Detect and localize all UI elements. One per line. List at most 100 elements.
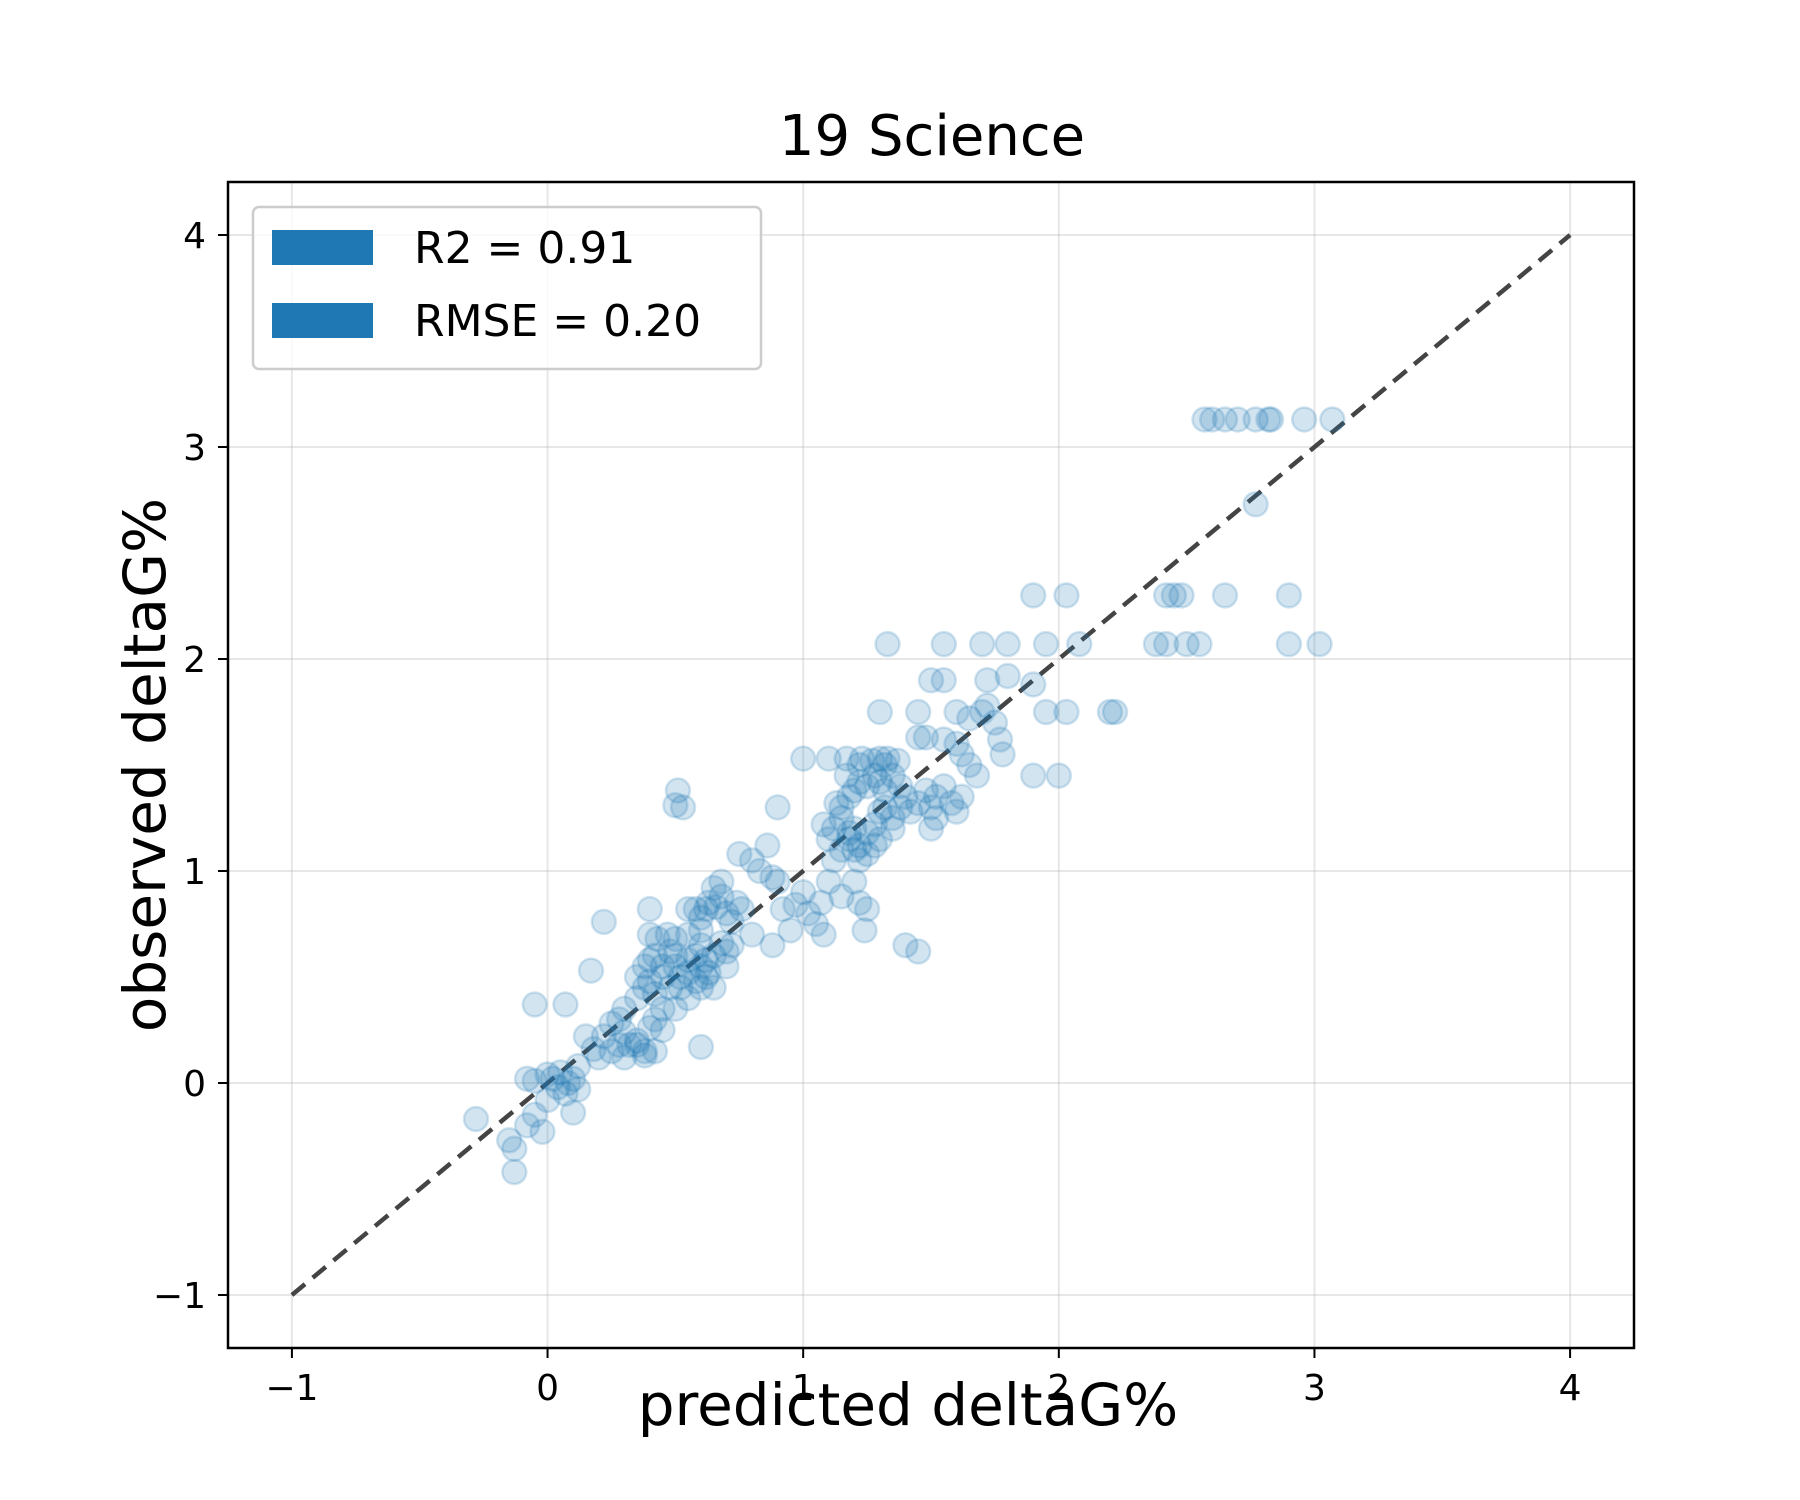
- data-point: [1032, 630, 1060, 658]
- data-point: [552, 1080, 579, 1107]
- data-point: [513, 1065, 541, 1093]
- data-point: [1275, 630, 1303, 658]
- data-point: [605, 1031, 633, 1059]
- data-point: [994, 662, 1021, 690]
- data-point: [641, 942, 669, 970]
- x-axis-label: predicted deltaG%: [638, 1371, 1179, 1439]
- data-point: [610, 995, 638, 1023]
- data-point: [667, 963, 694, 991]
- data-point: [853, 819, 881, 847]
- data-point: [833, 762, 860, 789]
- data-point: [810, 811, 837, 838]
- data-point: [644, 925, 671, 953]
- data-point: [853, 772, 881, 800]
- data-point: [835, 825, 863, 853]
- legend-box: [251, 205, 763, 371]
- data-point: [674, 984, 702, 1012]
- data-point: [598, 1037, 625, 1065]
- data-point: [641, 980, 669, 1008]
- data-point: [846, 847, 873, 874]
- legend-swatch-rmse: [272, 303, 373, 338]
- data-point: [841, 777, 868, 804]
- data-point: [564, 1052, 592, 1080]
- data-point: [1290, 406, 1318, 433]
- data-point: [1020, 582, 1047, 609]
- data-point: [769, 895, 796, 923]
- data-point: [917, 794, 945, 821]
- data-point: [759, 931, 786, 959]
- data-point: [968, 698, 996, 726]
- data-point: [866, 698, 894, 726]
- data-point: [835, 783, 863, 811]
- data-point: [641, 1037, 669, 1065]
- data-point: [887, 794, 914, 821]
- data-point: [708, 883, 735, 910]
- data-point: [922, 804, 950, 832]
- data-point: [605, 1006, 633, 1033]
- data-point: [912, 724, 940, 751]
- data-point: [554, 1069, 582, 1097]
- data-point: [956, 705, 983, 732]
- data-point: [501, 1135, 528, 1162]
- data-point: [687, 917, 715, 944]
- y-tick-label: 3: [183, 428, 206, 469]
- data-point: [833, 745, 860, 772]
- data-point: [892, 783, 919, 811]
- legend-swatch-r2: [272, 230, 373, 265]
- data-point: [564, 1076, 592, 1103]
- data-point: [1211, 582, 1239, 609]
- data-point: [708, 929, 735, 957]
- data-point: [802, 910, 830, 938]
- data-point: [943, 730, 970, 758]
- data-point: [623, 1031, 651, 1059]
- data-point: [904, 724, 932, 751]
- y-tick-label: 2: [183, 640, 206, 681]
- data-point: [764, 868, 791, 895]
- data-point: [846, 768, 873, 796]
- data-point: [723, 889, 750, 917]
- data-point: [674, 921, 702, 948]
- data-point: [641, 1006, 669, 1033]
- data-point: [1242, 490, 1269, 518]
- data-point: [1186, 630, 1213, 658]
- data-point: [662, 942, 689, 970]
- data-point: [846, 832, 873, 859]
- data-point: [922, 783, 950, 811]
- data-point: [682, 895, 710, 923]
- data-point: [858, 747, 886, 775]
- data-point: [636, 895, 664, 923]
- data-point: [986, 726, 1014, 753]
- data-point: [1173, 630, 1200, 658]
- data-point: [815, 745, 842, 772]
- data-point: [718, 908, 745, 936]
- data-point: [789, 745, 817, 772]
- x-axis-ticks: −1 0 1 2 3 4: [265, 1348, 1582, 1409]
- data-point: [631, 1042, 658, 1069]
- data-point: [649, 995, 676, 1023]
- data-point: [1168, 582, 1195, 609]
- data-point: [1152, 630, 1180, 658]
- data-point: [866, 798, 894, 825]
- data-point: [692, 963, 720, 991]
- data-point: [871, 777, 899, 804]
- data-point: [577, 957, 605, 984]
- data-point: [879, 815, 906, 842]
- data-point: [662, 925, 689, 953]
- data-point: [718, 931, 745, 959]
- data-point: [904, 698, 932, 726]
- data-point: [968, 630, 996, 658]
- data-point: [631, 1037, 658, 1065]
- data-point: [835, 819, 863, 847]
- data-point: [861, 762, 889, 789]
- data-point: [1191, 406, 1218, 433]
- data-point: [687, 931, 715, 959]
- data-point: [1257, 406, 1285, 433]
- data-point: [815, 825, 842, 853]
- data-point: [871, 751, 899, 779]
- data-point: [851, 917, 878, 944]
- data-point: [853, 895, 881, 923]
- data-point: [726, 840, 753, 868]
- data-point: [636, 1014, 664, 1042]
- identity-line: [290, 233, 1572, 1297]
